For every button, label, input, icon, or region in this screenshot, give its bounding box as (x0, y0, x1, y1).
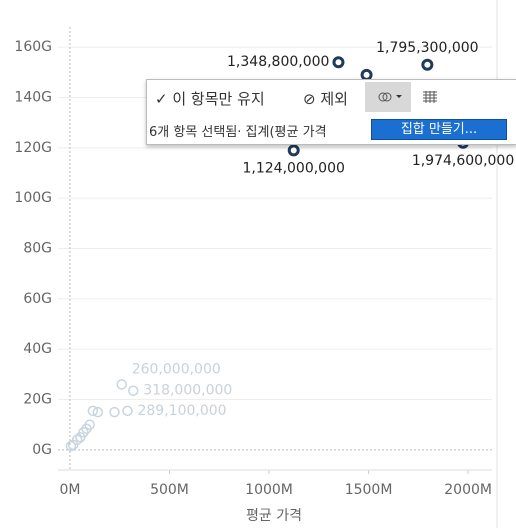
x-axis-title: 평균 가격 (246, 508, 302, 524)
y-tick-label: 60G (23, 291, 52, 307)
menu-exclude[interactable]: ⊘ 제외 (303, 90, 348, 108)
point (122, 405, 133, 417)
y-tick-label: 20G (23, 392, 52, 408)
point (116, 379, 127, 390)
point (360, 68, 373, 81)
y-tick-label: 0G (32, 442, 52, 458)
y-tick-label: 100G (14, 190, 52, 206)
data-label: 289,100,000 (137, 403, 226, 419)
point (332, 56, 345, 69)
x-tick-label: 2000M (444, 482, 492, 498)
point (109, 406, 120, 418)
point (128, 385, 139, 396)
menu-create-set[interactable]: 집합 만들기... (371, 119, 507, 140)
data-label: 1,974,600,000 (412, 153, 514, 169)
point (71, 434, 83, 446)
point (87, 405, 99, 417)
y-tick-label: 80G (23, 241, 52, 257)
data-label: 1,795,300,000 (376, 40, 478, 56)
point (92, 406, 104, 418)
data-label: 1,348,800,000 (227, 54, 329, 70)
y-tick-label: 160G (14, 39, 52, 55)
context-menu: ✓ 이 항목만 유지 ⊘ 제외 6개 항목 선택됨· 집계(평균 가격 집합 만… (146, 79, 516, 145)
data-label: 260,000,000 (132, 361, 221, 377)
point (84, 419, 95, 430)
table-icon[interactable] (423, 91, 437, 103)
x-tick-label: 1500M (345, 482, 393, 498)
point (421, 58, 434, 71)
menu-status: 6개 항목 선택됨· 집계(평균 가격 (149, 125, 327, 140)
point (78, 426, 89, 438)
data-label: 1,124,000,000 (242, 160, 344, 176)
point (287, 144, 300, 157)
x-tick-label: 0M (59, 482, 80, 498)
point (65, 440, 77, 452)
y-tick-label: 140G (14, 89, 52, 105)
x-tick-label: 500M (150, 482, 189, 498)
menu-keep[interactable]: ✓ 이 항목만 유지 (155, 90, 265, 108)
group-icon (378, 92, 402, 102)
y-tick-label: 40G (23, 341, 52, 357)
menu-group-button[interactable] (365, 82, 411, 112)
y-tick-label: 120G (14, 140, 52, 156)
x-tick-label: 1000M (245, 482, 293, 498)
data-label: 318,000,000 (143, 383, 232, 399)
